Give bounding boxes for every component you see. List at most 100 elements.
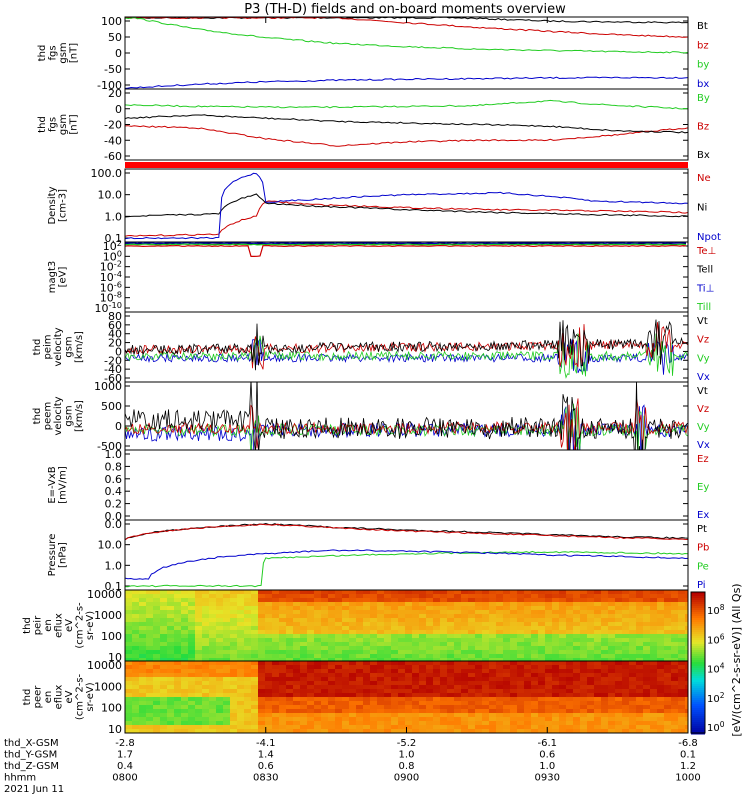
- spectrogram-cell: [601, 630, 609, 635]
- spectrogram-cell: [244, 673, 252, 678]
- spectrogram-cell: [594, 598, 602, 603]
- spectrogram-cell: [174, 650, 182, 655]
- spectrogram-cell: [237, 713, 245, 718]
- spectrogram-cell: [643, 618, 651, 623]
- spectrogram-cell: [580, 729, 588, 733]
- spectrogram-cell: [461, 654, 469, 659]
- spectrogram-cell: [181, 685, 189, 690]
- spectrogram-cell: [293, 622, 301, 627]
- spectrogram-cell: [468, 646, 476, 651]
- spectrogram-cell: [272, 681, 280, 686]
- spectrogram-cell: [405, 669, 413, 674]
- spectrogram-cell: [636, 725, 644, 730]
- spectrogram-cell: [657, 729, 665, 733]
- spectrogram-cell: [496, 725, 504, 730]
- spectrogram-cell: [377, 594, 385, 599]
- spectrogram-cell: [671, 697, 679, 702]
- spectrogram-cell: [433, 590, 441, 595]
- spectrogram-cell: [265, 685, 273, 690]
- spectrogram-cell: [601, 614, 609, 619]
- spectrogram-cell: [251, 626, 259, 631]
- spectrogram-cell: [258, 638, 266, 643]
- spectrogram-cell: [398, 646, 406, 651]
- y-tick-label: 1.0: [105, 559, 123, 572]
- spectrogram-cell: [195, 630, 203, 635]
- spectrogram-cell: [230, 650, 238, 655]
- colorbar-cell: [691, 716, 705, 719]
- spectrogram-cell: [307, 654, 315, 659]
- spectrogram-cell: [160, 638, 168, 643]
- spectrogram-cell: [475, 693, 483, 698]
- spectrogram-cell: [286, 681, 294, 686]
- spectrogram-cell: [293, 606, 301, 611]
- spectrogram-cell: [657, 685, 665, 690]
- spectrogram-cell: [426, 622, 434, 627]
- spectrogram-cell: [601, 701, 609, 706]
- spectrogram-cell: [496, 606, 504, 611]
- spectrogram-cell: [643, 642, 651, 647]
- spectrogram-cell: [244, 646, 252, 651]
- spectrogram-cell: [195, 598, 203, 603]
- spectrogram-cell: [391, 598, 399, 603]
- spectrogram-cell: [335, 693, 343, 698]
- spectrogram-cell: [405, 638, 413, 643]
- spectrogram-cell: [650, 590, 658, 595]
- spectrogram-cell: [167, 650, 175, 655]
- spectrogram-cell: [167, 598, 175, 603]
- spectrogram-cell: [237, 590, 245, 595]
- spectrogram-cell: [216, 606, 224, 611]
- spectrogram-cell: [447, 634, 455, 639]
- spectrogram-cell: [272, 610, 280, 615]
- spectrogram-cell: [258, 661, 266, 666]
- spectrogram-cell: [314, 650, 322, 655]
- spectrogram-cell: [272, 685, 280, 690]
- spectrogram-cell: [594, 610, 602, 615]
- spectrogram-cell: [510, 650, 518, 655]
- spectrogram-cell: [503, 665, 511, 670]
- y-tick-label: -100: [97, 79, 122, 92]
- spectrogram-cell: [594, 634, 602, 639]
- spectrogram-cell: [237, 701, 245, 706]
- spectrogram-cell: [293, 594, 301, 599]
- spectrogram-cell: [335, 673, 343, 678]
- spectrogram-cell: [517, 606, 525, 611]
- spectrogram-cell: [370, 725, 378, 730]
- spectrogram-cell: [475, 622, 483, 627]
- spectrogram-cell: [622, 725, 630, 730]
- spectrogram-cell: [671, 610, 679, 615]
- spectrogram-cell: [125, 661, 133, 666]
- spectrogram-cell: [678, 622, 686, 627]
- spectrogram-cell: [356, 705, 364, 710]
- spectrogram-cell: [559, 650, 567, 655]
- spectrogram-cell: [258, 673, 266, 678]
- spectrogram-cell: [475, 626, 483, 631]
- spectrogram-cell: [468, 729, 476, 733]
- spectrogram-cell: [314, 654, 322, 659]
- spectrogram-cell: [265, 598, 273, 603]
- series-Pe: [125, 550, 688, 588]
- spectrogram-cell: [398, 665, 406, 670]
- spectrogram-cell: [335, 610, 343, 615]
- spectrogram-cell: [286, 689, 294, 694]
- spectrogram-cell: [433, 721, 441, 726]
- spectrogram-cell: [195, 669, 203, 674]
- spectrogram-cell: [335, 594, 343, 599]
- spectrogram-cell: [132, 669, 140, 674]
- spectrogram-cell: [398, 729, 406, 733]
- spectrogram-cell: [678, 665, 686, 670]
- spectrogram-cell: [370, 618, 378, 623]
- spectrogram-cell: [489, 661, 497, 666]
- spectrogram-cell: [496, 658, 504, 661]
- spectrogram-cell: [153, 618, 161, 623]
- spectrogram-cell: [391, 590, 399, 595]
- spectrogram-cell: [146, 689, 154, 694]
- legend-Ti⊥: Ti⊥: [696, 283, 714, 294]
- colorbar-cell: [691, 708, 705, 711]
- spectrogram-cell: [237, 677, 245, 682]
- spectrogram-cell: [125, 729, 133, 733]
- spectrogram-cell: [335, 717, 343, 722]
- spectrogram-cell: [412, 626, 420, 631]
- spectrogram-cell: [209, 606, 217, 611]
- spectrogram-cell: [524, 681, 532, 686]
- spectrogram-cell: [461, 665, 469, 670]
